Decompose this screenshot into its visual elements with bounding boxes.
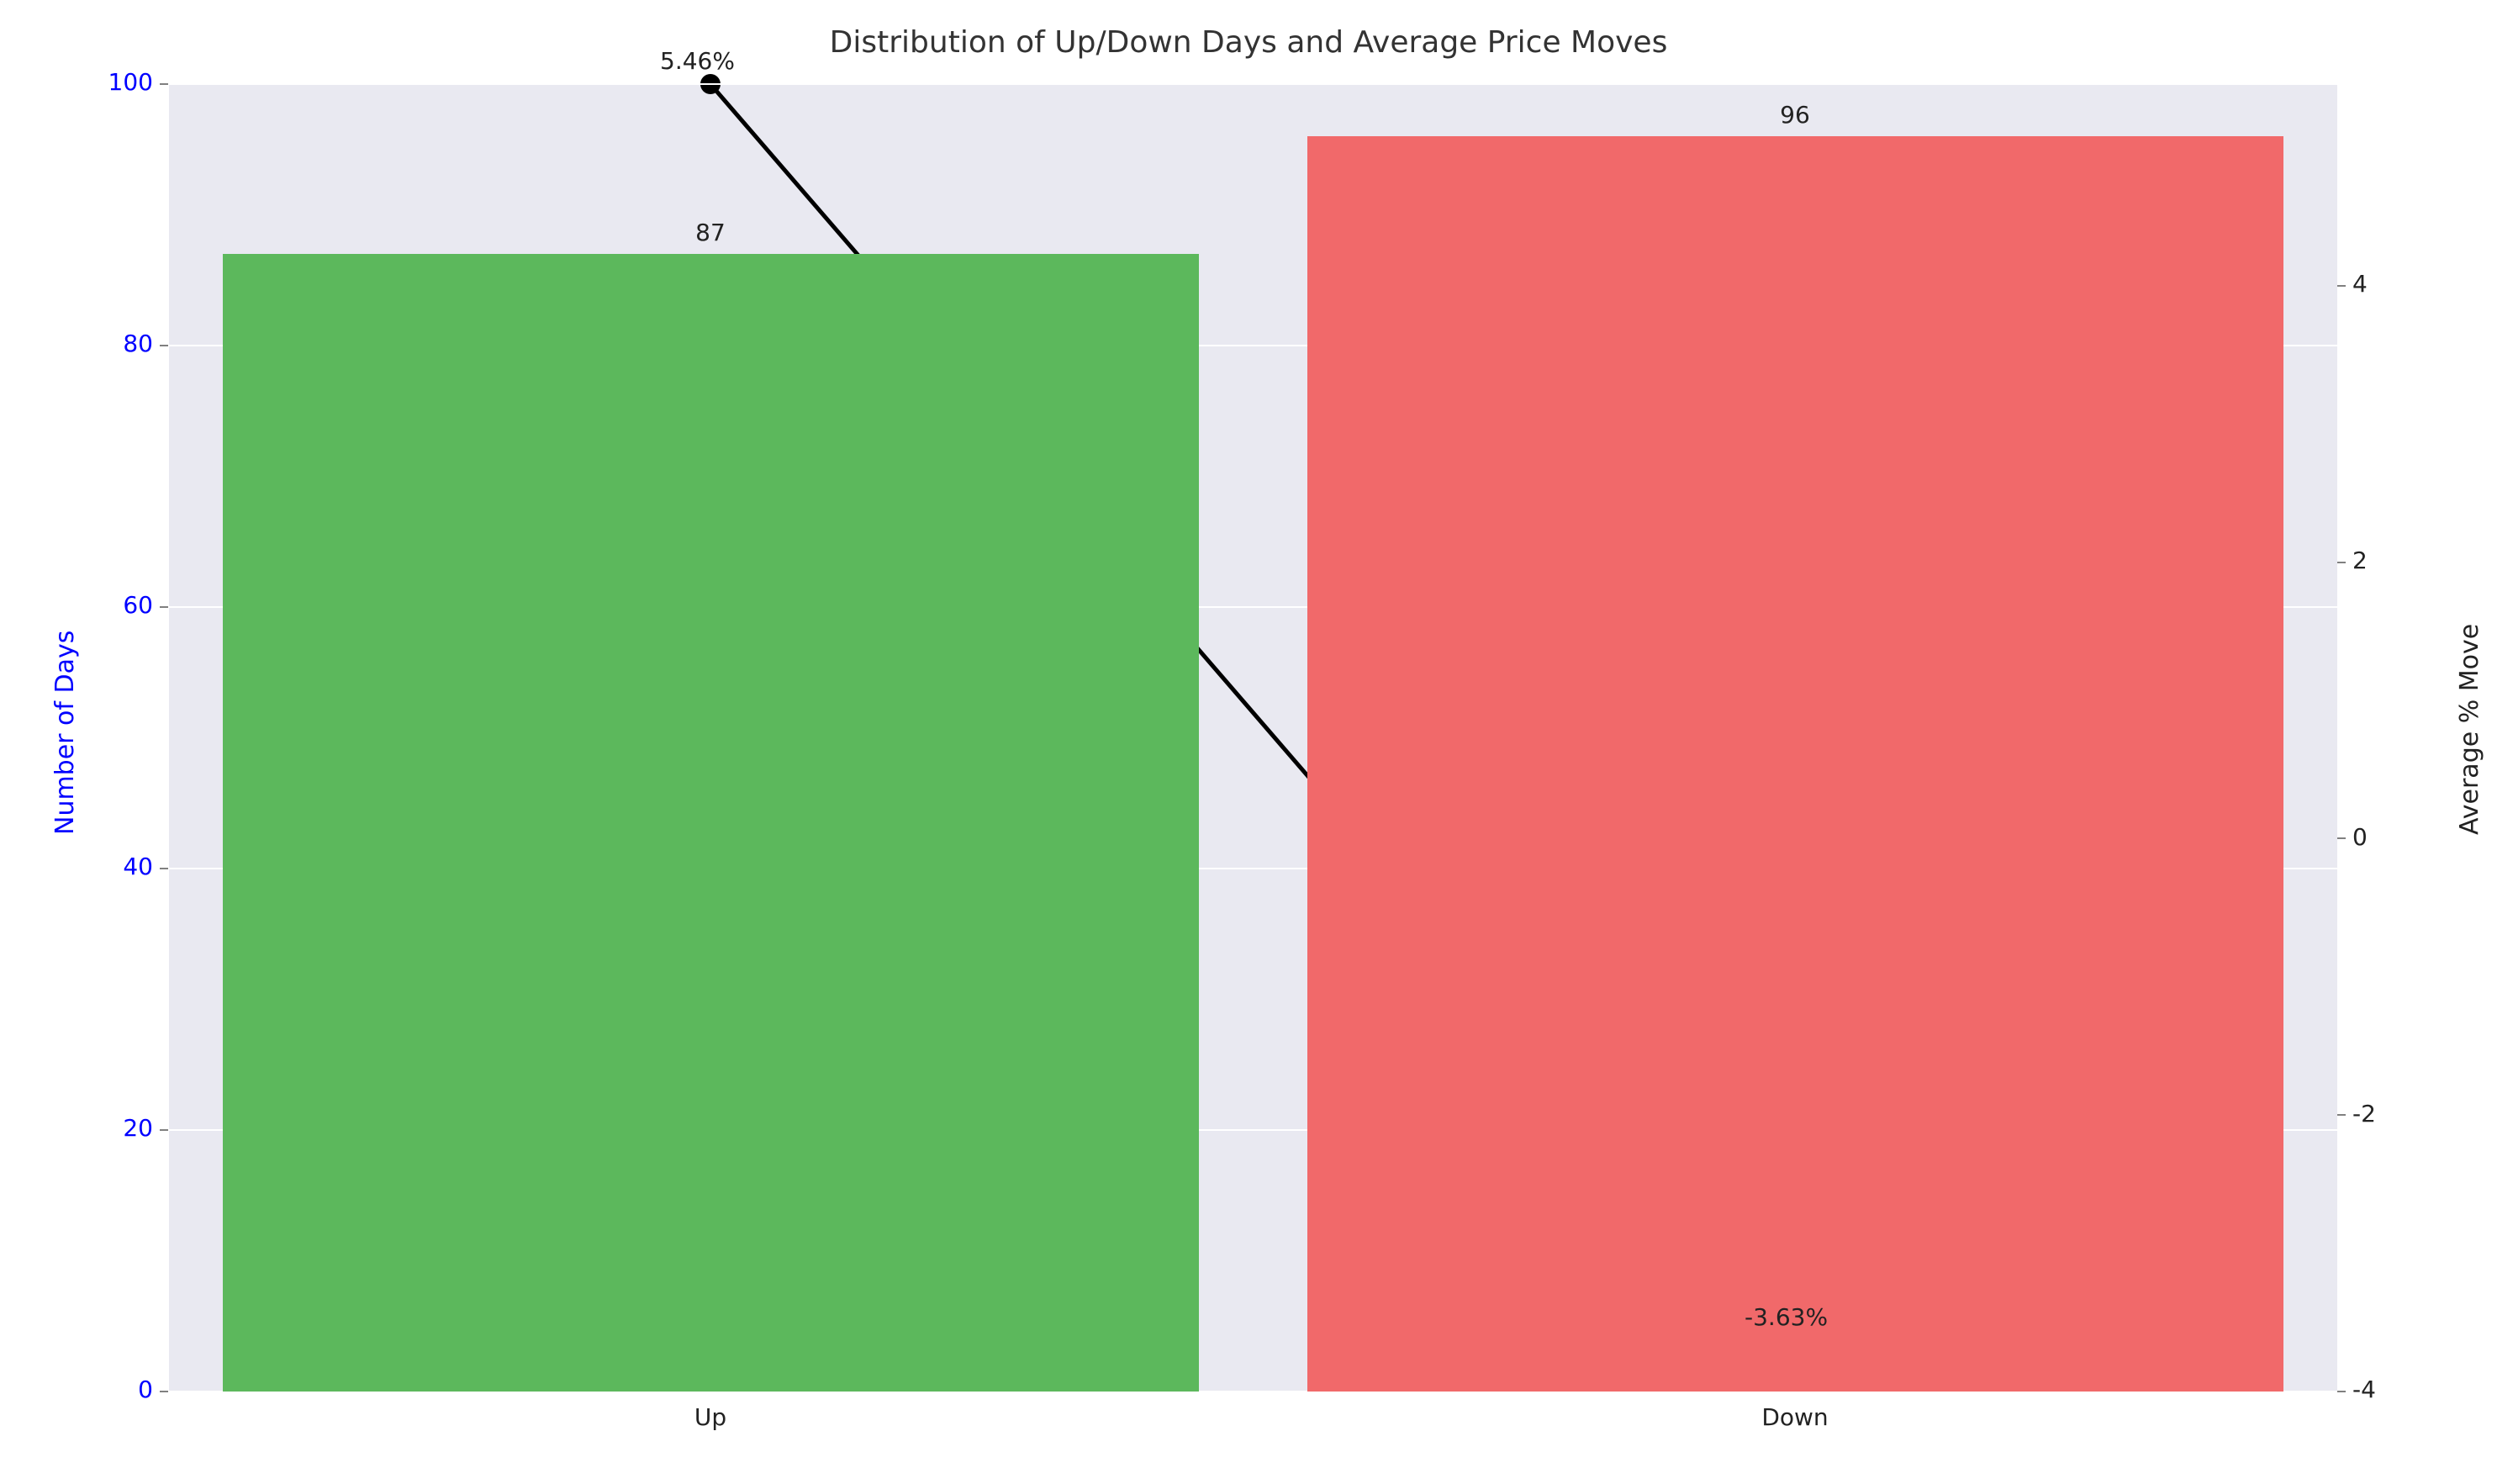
bar-value-label: 87 bbox=[626, 219, 794, 246]
y-left-tick-label: 60 bbox=[86, 591, 153, 619]
y-right-tick-label: -2 bbox=[2352, 1100, 2436, 1128]
tick-mark-left bbox=[160, 1129, 168, 1131]
plot-area: 020406080100-4-202487Up96Down5.46%-3.63% bbox=[168, 84, 2337, 1392]
tick-mark-right bbox=[2337, 1391, 2346, 1392]
y-right-tick-label: 4 bbox=[2352, 270, 2436, 298]
x-tick-label: Up bbox=[584, 1403, 837, 1431]
y-axis-left-label: Number of Days bbox=[50, 631, 80, 835]
y-left-tick-label: 80 bbox=[86, 330, 153, 357]
tick-mark-right bbox=[2337, 562, 2346, 563]
tick-mark-left bbox=[160, 606, 168, 608]
y-left-tick-label: 40 bbox=[86, 853, 153, 880]
bar-value-label: 96 bbox=[1711, 101, 1879, 129]
y-left-tick-label: 0 bbox=[86, 1376, 153, 1403]
bar-up bbox=[223, 254, 1199, 1392]
chart-container: Distribution of Up/Down Days and Average… bbox=[0, 0, 2497, 1484]
tick-mark-left bbox=[160, 868, 168, 869]
gridline-h bbox=[168, 83, 2337, 85]
bar-down bbox=[1307, 136, 2283, 1392]
tick-mark-right bbox=[2337, 1114, 2346, 1116]
y-left-tick-label: 100 bbox=[86, 68, 153, 96]
y-left-tick-label: 20 bbox=[86, 1114, 153, 1142]
line-value-label: -3.63% bbox=[1745, 1303, 1828, 1331]
x-tick-label: Down bbox=[1669, 1403, 1921, 1431]
tick-mark-left bbox=[160, 1391, 168, 1392]
line-value-label: 5.46% bbox=[660, 47, 735, 75]
tick-mark-left bbox=[160, 345, 168, 346]
y-right-tick-label: -4 bbox=[2352, 1376, 2436, 1403]
y-right-tick-label: 2 bbox=[2352, 547, 2436, 574]
tick-mark-right bbox=[2337, 837, 2346, 839]
tick-mark-left bbox=[160, 83, 168, 85]
tick-mark-right bbox=[2337, 285, 2346, 287]
y-right-tick-label: 0 bbox=[2352, 823, 2436, 851]
y-axis-right-label: Average % Move bbox=[2455, 624, 2484, 835]
chart-title: Distribution of Up/Down Days and Average… bbox=[0, 25, 2497, 60]
